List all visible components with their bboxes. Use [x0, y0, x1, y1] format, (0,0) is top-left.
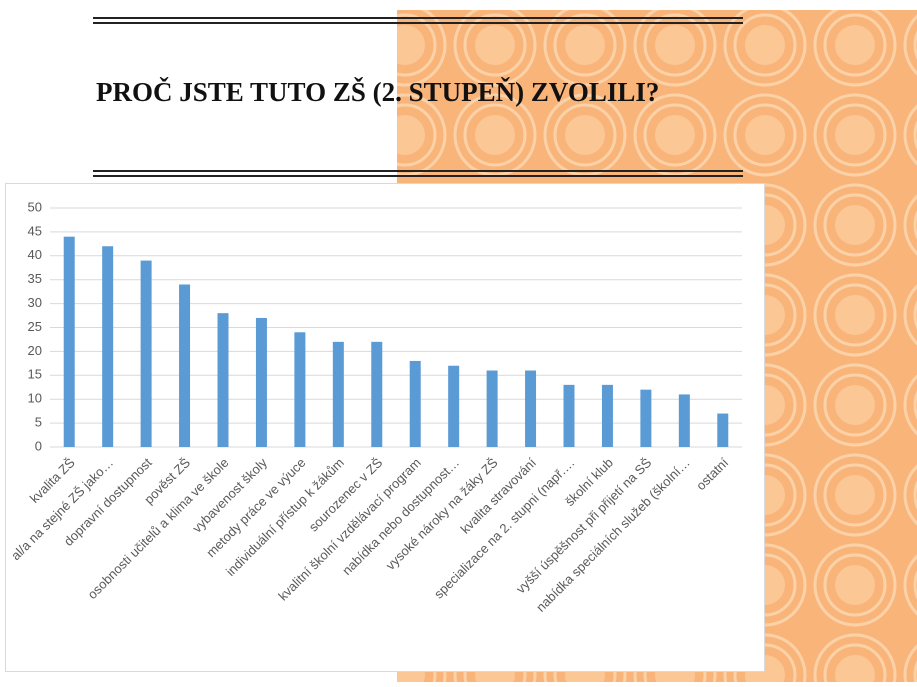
bar	[679, 394, 690, 447]
bar	[717, 414, 728, 447]
y-tick-label: 20	[28, 343, 42, 358]
bar	[371, 342, 382, 447]
y-tick-label: 25	[28, 319, 42, 334]
y-tick-label: 30	[28, 295, 42, 310]
y-tick-label: 0	[35, 438, 42, 453]
y-tick-label: 10	[28, 391, 42, 406]
bar	[256, 318, 267, 447]
bar	[141, 261, 152, 447]
y-tick-label: 50	[28, 199, 42, 214]
y-tick-label: 40	[28, 247, 42, 262]
bar	[640, 390, 651, 447]
y-tick-label: 5	[35, 415, 42, 430]
bar	[410, 361, 421, 447]
bar	[294, 332, 305, 447]
bar	[179, 284, 190, 447]
bar	[218, 313, 229, 447]
bar	[564, 385, 575, 447]
bar	[102, 246, 113, 447]
bar	[487, 371, 498, 447]
y-tick-label: 35	[28, 271, 42, 286]
bar	[602, 385, 613, 447]
bar	[64, 237, 75, 447]
slide: PROČ JSTE TUTO ZŠ (2. STUPEŇ) ZVOLILI? 0…	[0, 0, 917, 682]
bar	[448, 366, 459, 447]
bar	[525, 371, 536, 447]
page: PROČ JSTE TUTO ZŠ (2. STUPEŇ) ZVOLILI? 0…	[0, 0, 917, 682]
bar	[333, 342, 344, 447]
y-tick-label: 45	[28, 223, 42, 238]
y-tick-label: 15	[28, 367, 42, 382]
slide-title: PROČ JSTE TUTO ZŠ (2. STUPEŇ) ZVOLILI?	[96, 77, 659, 107]
